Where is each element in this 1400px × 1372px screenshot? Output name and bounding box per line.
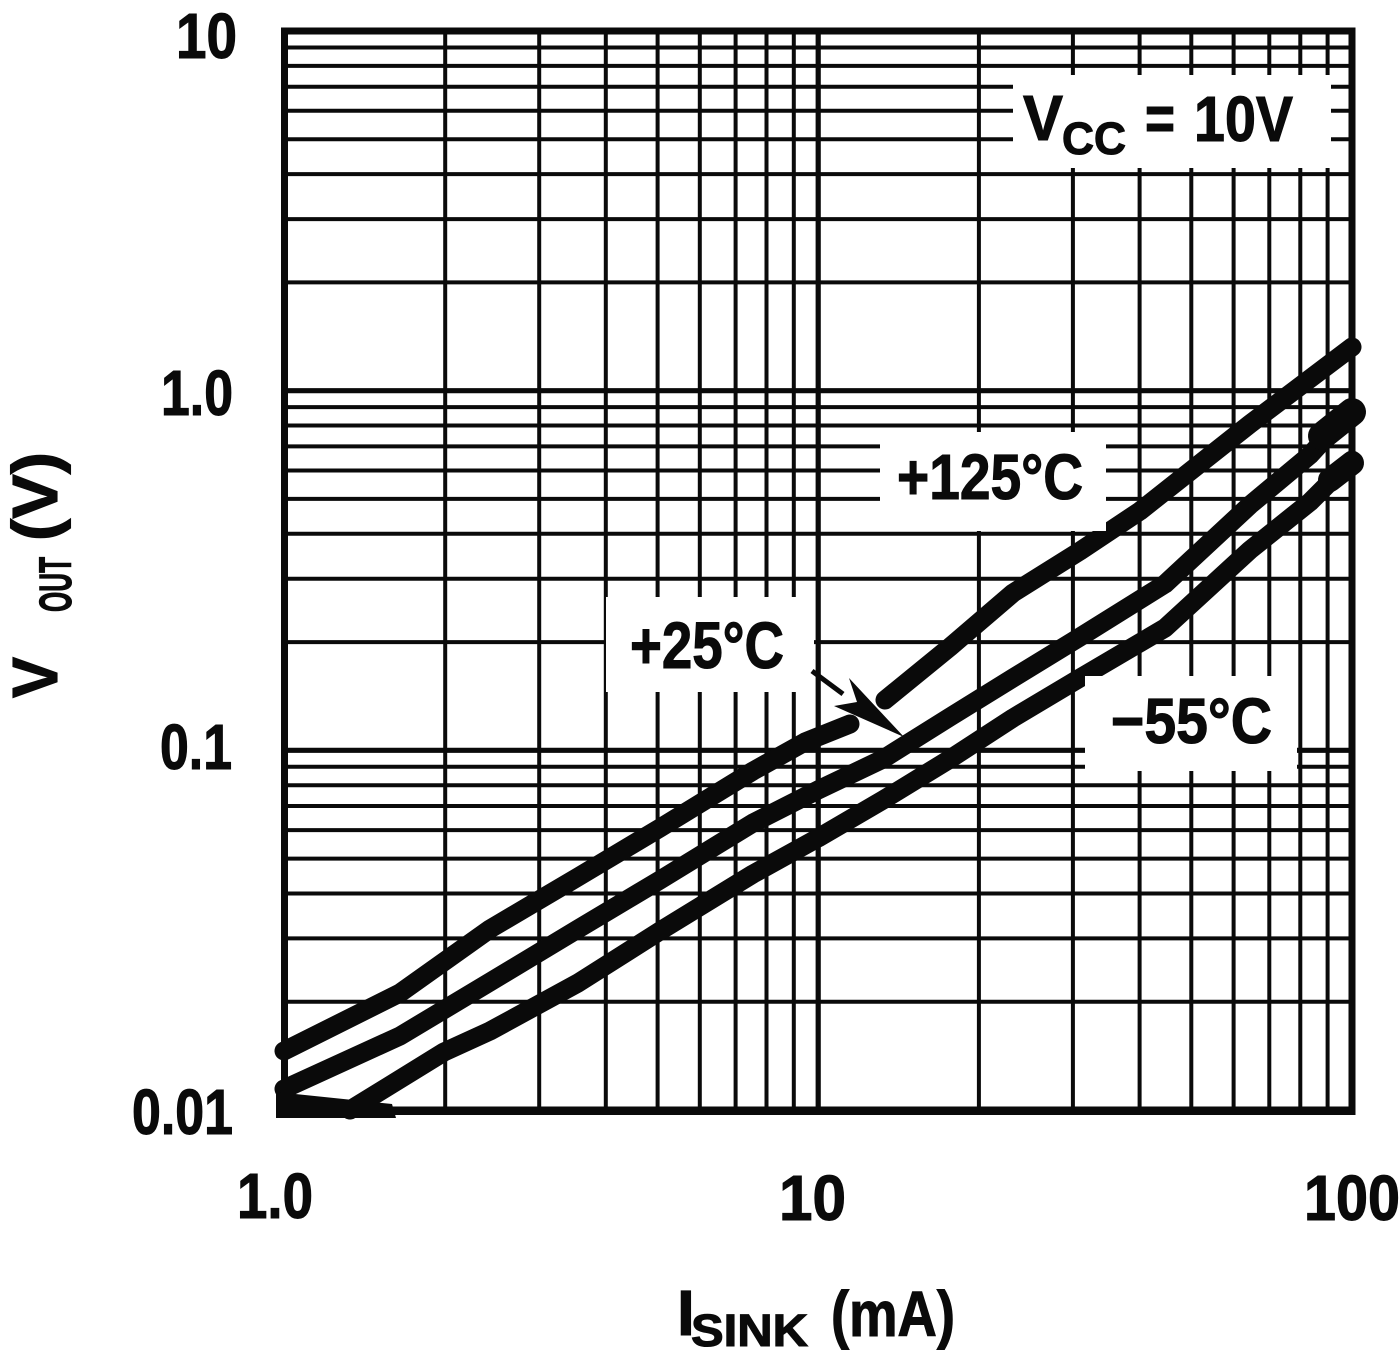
svg-text:=: = <box>1145 82 1175 154</box>
svg-text:10: 10 <box>176 0 237 72</box>
svg-text:10: 10 <box>779 1162 846 1234</box>
svg-text:V: V <box>1023 82 1063 154</box>
svg-text:0.01: 0.01 <box>132 1076 233 1148</box>
svg-text:−55°C: −55°C <box>1111 685 1272 757</box>
svg-text:+25°C: +25°C <box>630 608 784 682</box>
svg-text:SINK: SINK <box>691 1305 809 1356</box>
svg-text:0.1: 0.1 <box>160 711 232 783</box>
svg-text:10V: 10V <box>1194 83 1293 155</box>
svg-text:(V): (V) <box>0 452 71 541</box>
svg-text:1.0: 1.0 <box>161 357 233 429</box>
svg-text:(mA): (mA) <box>831 1278 955 1350</box>
svg-text:1.0: 1.0 <box>237 1160 313 1232</box>
svg-text:V: V <box>0 657 71 698</box>
svg-text:I: I <box>677 1277 695 1349</box>
svg-text:CC: CC <box>1062 113 1126 164</box>
svg-text:+125°C: +125°C <box>897 441 1083 513</box>
svg-text:100: 100 <box>1304 1162 1400 1234</box>
svg-text:OUT: OUT <box>30 557 81 612</box>
